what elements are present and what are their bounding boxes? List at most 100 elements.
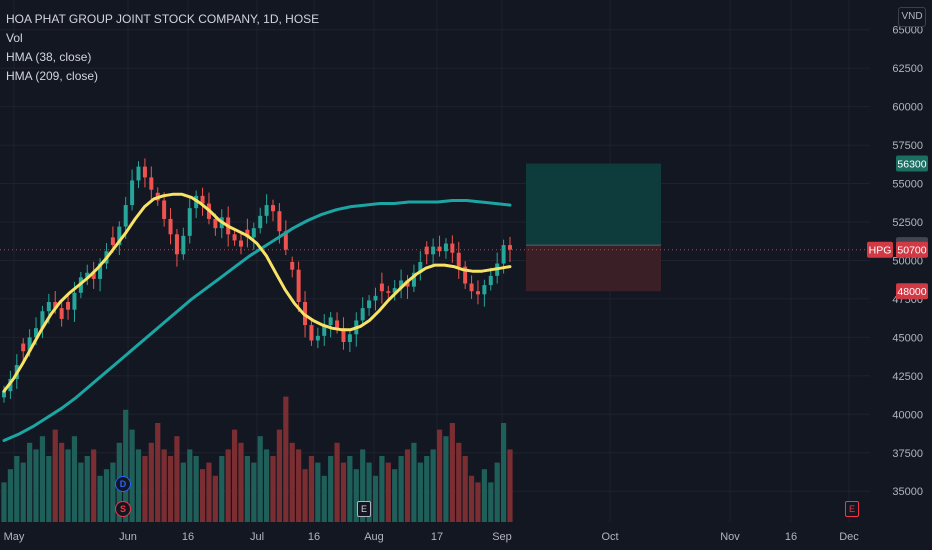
volume-bar	[411, 442, 417, 522]
price-tag-value: 56300	[897, 159, 926, 171]
earnings-event-icon[interactable]: E	[357, 501, 371, 517]
moving-averages	[2, 192, 512, 442]
time-tick-label: Nov	[720, 531, 740, 543]
candle-body	[309, 325, 314, 341]
volume-bar	[251, 462, 257, 522]
legend-hma-38[interactable]: HMA (38, close)	[6, 50, 92, 64]
candle-body	[2, 391, 6, 398]
candle-body	[463, 266, 468, 284]
volume-bar	[39, 436, 46, 522]
candle-body	[53, 302, 58, 309]
price-axis[interactable]: 3500037500400004250045000475005000052500…	[892, 25, 923, 499]
volume-bar	[424, 456, 430, 522]
time-tick-label: 16	[182, 531, 194, 543]
volume-bar	[20, 462, 26, 522]
chart-legend: HOA PHAT GROUP JOINT STOCK COMPANY, 1D, …	[6, 10, 319, 86]
dividend-event-icon[interactable]: D	[115, 476, 131, 492]
candle-body	[187, 208, 192, 236]
candle-body	[379, 283, 384, 292]
volume-bar	[449, 423, 455, 522]
candle-body	[264, 205, 269, 216]
volume-bar	[360, 449, 366, 522]
volume-bar	[167, 456, 174, 522]
target-zone[interactable]	[526, 163, 661, 246]
volume-bar	[14, 456, 20, 522]
symbol-title[interactable]: HOA PHAT GROUP JOINT STOCK COMPANY, 1D, …	[6, 12, 320, 26]
stop-zone[interactable]	[526, 245, 661, 292]
volume-bar	[366, 462, 372, 522]
volume-bar	[193, 456, 199, 522]
candle-body	[475, 291, 480, 295]
price-tick-label: 40000	[892, 409, 923, 421]
volume-bar	[212, 475, 218, 522]
position-tool[interactable]	[0, 163, 870, 292]
candle-body	[424, 246, 429, 255]
candle-body	[213, 218, 218, 229]
volume-bar	[27, 442, 33, 522]
volume-bar	[353, 469, 359, 522]
candle-body	[181, 235, 186, 255]
candle-body	[386, 291, 391, 293]
price-tag-target	[896, 155, 928, 172]
currency-unit-button[interactable]: VND	[898, 7, 926, 27]
volume-bar	[443, 436, 449, 522]
candle-body	[258, 215, 263, 229]
time-axis[interactable]: May Jun 16 Jul 16 Aug 17 Sep Oct Nov 16 Dec	[4, 531, 860, 543]
volume-bar	[244, 456, 250, 522]
price-tags: 563005100050700HPG48000	[867, 155, 928, 300]
candle-body	[392, 288, 397, 293]
price-tag-value: 48000	[897, 286, 926, 298]
price-tick-label: 57500	[892, 140, 923, 152]
earnings-event-icon[interactable]: E	[845, 501, 859, 517]
candle-body	[482, 285, 487, 295]
candle-body	[322, 325, 327, 336]
candle-body	[130, 180, 135, 206]
time-tick-label: 16	[308, 531, 320, 543]
symbol-tag-label: HPG	[869, 245, 892, 257]
volume-bar	[494, 462, 500, 522]
candle-body	[117, 226, 122, 246]
price-tick-label: 55000	[892, 179, 923, 191]
candle-body	[488, 275, 493, 286]
volume-bar	[308, 456, 315, 522]
volume-bar	[135, 449, 142, 522]
volume-bar	[142, 456, 148, 522]
legend-volume[interactable]: Vol	[6, 31, 23, 45]
candle-body	[405, 280, 410, 287]
candle-body	[91, 272, 96, 279]
candle-body	[149, 177, 154, 190]
volume-bar	[328, 456, 334, 522]
price-tick-label: 37500	[892, 448, 923, 460]
candle-body	[367, 300, 372, 309]
volume-bar	[289, 442, 295, 522]
volume-bar	[417, 462, 423, 522]
symbol-tag	[867, 241, 893, 258]
candle-body	[136, 166, 141, 181]
volume-bar	[372, 475, 379, 522]
candle-body	[411, 272, 416, 287]
volume-bar	[206, 462, 212, 522]
volume-bar	[456, 442, 462, 522]
candle-body	[373, 295, 378, 301]
candle-body	[40, 311, 45, 329]
volume-bar	[347, 456, 353, 522]
candle-body	[232, 234, 237, 241]
price-tick-label: 65000	[892, 25, 923, 37]
hma-38-line	[2, 192, 512, 393]
price-tick-label: 50000	[892, 255, 923, 267]
candle-body	[200, 195, 205, 204]
time-tick-label: 16	[785, 531, 797, 543]
candle-body	[450, 243, 455, 253]
candle-body	[142, 166, 147, 178]
volume-bar	[59, 442, 65, 522]
volume-bar	[283, 396, 289, 522]
candle-body	[59, 308, 64, 319]
volume-bar	[264, 449, 270, 522]
candle-body	[27, 337, 32, 352]
volume-bar	[462, 456, 468, 522]
candle-body	[290, 262, 295, 270]
candle-body	[168, 218, 173, 235]
split-event-icon[interactable]: S	[115, 501, 131, 517]
legend-hma-209[interactable]: HMA (209, close)	[6, 69, 99, 83]
